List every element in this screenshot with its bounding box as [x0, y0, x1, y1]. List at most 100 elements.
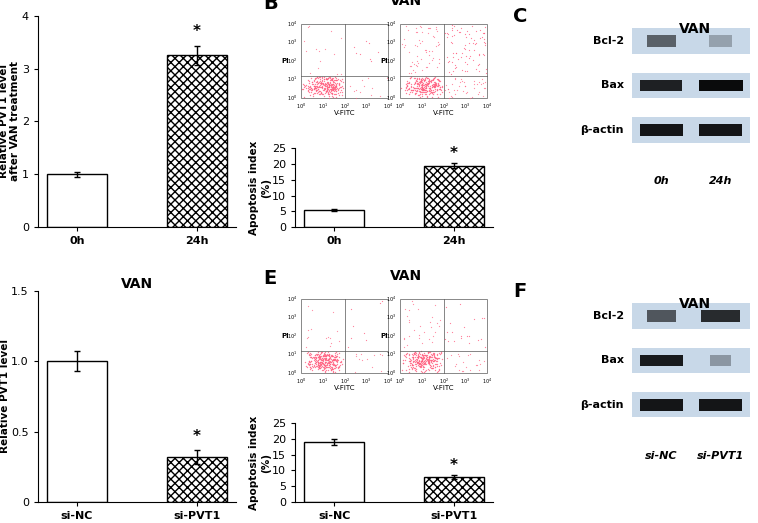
- Point: [420, 81, 432, 89]
- Point: [315, 78, 327, 87]
- Point: [328, 353, 340, 361]
- Point: [312, 350, 324, 358]
- Point: [327, 356, 340, 364]
- Point: [408, 349, 420, 357]
- Point: [300, 81, 312, 89]
- Point: [409, 353, 421, 361]
- Bar: [400, 25, 487, 98]
- Point: [411, 74, 423, 83]
- Point: [418, 46, 431, 54]
- Point: [430, 25, 442, 33]
- Point: [421, 79, 434, 87]
- Point: [333, 92, 345, 100]
- Point: [320, 362, 332, 371]
- Point: [314, 83, 326, 92]
- Point: [422, 348, 434, 357]
- Point: [325, 80, 337, 88]
- Point: [331, 84, 343, 92]
- Point: [433, 59, 445, 67]
- Bar: [631, 117, 750, 143]
- Point: [424, 77, 437, 86]
- Point: [319, 78, 331, 87]
- Point: [424, 89, 436, 98]
- Point: [318, 354, 330, 362]
- Point: [311, 73, 323, 82]
- Point: [427, 75, 439, 83]
- Point: [449, 75, 461, 83]
- Point: [417, 85, 429, 94]
- Point: [303, 88, 315, 96]
- Point: [316, 357, 328, 366]
- Point: [427, 82, 439, 90]
- Point: [322, 350, 334, 359]
- Point: [427, 363, 439, 372]
- Point: [421, 348, 434, 357]
- Point: [418, 357, 431, 365]
- Point: [309, 355, 321, 363]
- Point: [318, 368, 330, 376]
- Point: [309, 74, 321, 82]
- Point: [309, 350, 321, 359]
- Point: [305, 86, 318, 94]
- Point: [411, 75, 423, 84]
- Point: [432, 41, 444, 49]
- Point: [359, 329, 371, 337]
- Point: [310, 354, 322, 362]
- Point: [407, 360, 419, 369]
- Point: [409, 350, 421, 359]
- Point: [323, 363, 335, 372]
- Point: [315, 90, 327, 98]
- Point: [323, 354, 335, 362]
- Point: [311, 83, 323, 91]
- Point: [327, 87, 340, 95]
- Point: [312, 358, 324, 367]
- Point: [312, 79, 324, 87]
- Point: [446, 66, 459, 75]
- Point: [461, 67, 473, 75]
- Point: [428, 356, 440, 364]
- Point: [302, 87, 314, 96]
- Point: [412, 349, 424, 357]
- Point: [405, 363, 417, 371]
- Point: [452, 349, 464, 358]
- Point: [309, 85, 321, 93]
- Text: F: F: [513, 282, 526, 301]
- Point: [312, 360, 324, 369]
- Text: β-actin: β-actin: [581, 125, 624, 135]
- Point: [312, 357, 324, 365]
- Point: [416, 77, 428, 86]
- Point: [415, 77, 427, 85]
- Point: [329, 356, 341, 364]
- Point: [472, 61, 484, 69]
- Point: [323, 355, 335, 363]
- Point: [321, 82, 334, 90]
- Point: [308, 82, 320, 90]
- Point: [453, 352, 465, 360]
- Point: [418, 83, 430, 91]
- Point: [446, 24, 458, 32]
- Point: [435, 88, 447, 96]
- Point: [315, 79, 327, 87]
- Point: [318, 81, 330, 89]
- Point: [309, 349, 321, 358]
- Point: [326, 86, 338, 95]
- Point: [324, 82, 337, 90]
- Point: [323, 350, 335, 358]
- Point: [399, 350, 412, 358]
- Point: [460, 52, 472, 61]
- Point: [421, 365, 434, 373]
- Point: [456, 367, 468, 375]
- Point: [359, 336, 371, 344]
- Point: [430, 78, 442, 87]
- Point: [449, 49, 462, 58]
- Point: [326, 89, 338, 98]
- Point: [330, 352, 343, 360]
- Point: [423, 24, 435, 32]
- Text: PI: PI: [281, 333, 289, 339]
- Point: [312, 83, 324, 92]
- Point: [321, 356, 334, 364]
- Point: [412, 358, 424, 367]
- Point: [480, 64, 492, 73]
- Point: [402, 306, 415, 314]
- Point: [310, 84, 322, 92]
